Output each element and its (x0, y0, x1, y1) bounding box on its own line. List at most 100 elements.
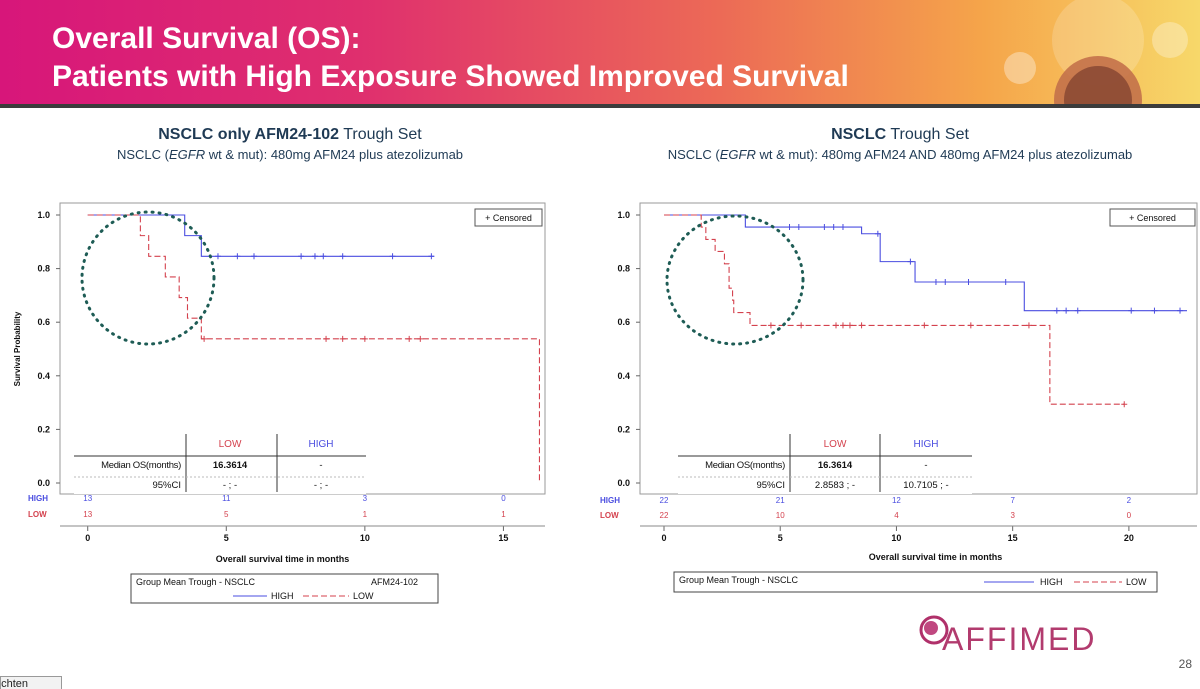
page-number: 28 (1178, 657, 1192, 671)
censored-mark-low (798, 322, 805, 329)
stats-row2-low: 2.8583 ; - (815, 480, 855, 491)
censored-mark-high (907, 258, 914, 265)
right-subtitle-italic: EGFR (719, 147, 756, 162)
censored-legend-box (474, 208, 543, 227)
legend-high-label: HIGH (271, 591, 294, 601)
left-subtitle-italic: EGFR (168, 147, 206, 162)
title-banner: Overall Survival (OS): Patients with Hig… (0, 0, 1200, 104)
x-tick-label: 15 (498, 533, 508, 543)
affimed-logo-text: AFFIMED (942, 621, 1096, 657)
right-title-bold: NSCLC (831, 126, 887, 143)
x-tick-label: 10 (360, 533, 370, 543)
legend-high-label: HIGH (1040, 577, 1063, 587)
stats-row2-low: - ; - (223, 480, 237, 491)
censored-mark-high (786, 224, 793, 231)
stats-row2-label: 95%CI (756, 480, 785, 491)
censored-mark-low (839, 322, 846, 329)
censored-mark-high (251, 253, 257, 260)
censored-mark-low (767, 322, 774, 329)
censored-mark-high (389, 253, 396, 260)
censored-mark-high (874, 230, 881, 237)
right-subtitle-pre: NSCLC ( (667, 147, 720, 162)
affimed-logo: AFFIMED (919, 615, 1096, 657)
y-tick-label: 1.0 (37, 210, 50, 220)
survival-curve-low (87, 214, 541, 483)
censored-mark-high (830, 224, 837, 231)
left-chart-subtitle: NSCLC (EGFR wt & mut): 480mg AFM24 plus … (40, 147, 540, 162)
censored-mark-high (298, 253, 305, 260)
censored-mark-low (417, 335, 424, 342)
censored-mark-high (1177, 307, 1184, 314)
x-tick-label: 10 (891, 533, 901, 543)
at-risk-count-high: 12 (892, 496, 901, 505)
stats-row1-high: - (924, 460, 927, 471)
left-title-rest: Trough Set (339, 126, 422, 143)
at-risk-count-low: 1 (363, 510, 368, 519)
x-tick-label: 0 (85, 533, 90, 543)
censored-mark-high (320, 253, 327, 260)
at-risk-count-low: 3 (1010, 511, 1015, 520)
left-km-chart: 0.0 0.2 0.4 0.6 0.8 1.0 Survival Probability 0 5… (13, 202, 546, 604)
y-tick-label: 0.8 (37, 264, 50, 274)
stats-row2-label: 95%CI (152, 480, 181, 491)
bottom-tab[interactable]: richten (0, 676, 62, 689)
censored-mark-high (234, 253, 241, 260)
censored-mark-high (1053, 307, 1060, 314)
y-tick-label: 0.0 (617, 478, 630, 488)
slide-title-line2: Patients with High Exposure Showed Impro… (52, 60, 849, 93)
censored-mark-low (406, 335, 413, 342)
censored-legend-box (1109, 208, 1196, 227)
right-subtitle-post: wt & mut): 480mg AFM24 AND 480mg AFM24 p… (755, 147, 1133, 162)
at-risk-count-low: 13 (83, 510, 92, 519)
legend-low-label: LOW (1126, 577, 1147, 587)
censored-mark-high (339, 253, 346, 260)
at-risk-count-low: 22 (660, 511, 669, 520)
group-legend-box (130, 573, 439, 604)
right-chart-subtitle: NSCLC (EGFR wt & mut): 480mg AFM24 AND 4… (600, 147, 1200, 162)
censored-mark-high (821, 224, 828, 231)
censored-mark-high (1063, 307, 1070, 314)
censored-mark-high (942, 279, 949, 285)
x-tick-label: 0 (661, 533, 666, 543)
left-title-bold: NSCLC only AFM24-102 (158, 126, 340, 143)
left-subtitle-post: wt & mut): 480mg AFM24 plus atezolizumab (205, 147, 464, 162)
left-chart-title: NSCLC only AFM24-102 Trough Set (40, 126, 540, 144)
censored-mark-low (323, 335, 330, 342)
censored-mark-high (428, 253, 435, 260)
group-legend-title: Group Mean Trough - NSCLC (679, 575, 799, 585)
at-risk-label-low: LOW (600, 511, 619, 520)
at-risk-count-high: 11 (222, 494, 231, 503)
censored-mark-high (1151, 307, 1158, 314)
at-risk-count-high: 2 (1127, 496, 1132, 505)
stats-row1-label: Median OS(months) (101, 460, 181, 471)
at-risk-label-high: HIGH (28, 494, 48, 503)
group-legend-title-right: AFM24-102 (371, 577, 418, 587)
group-legend-box (673, 571, 1158, 593)
stats-table-bg (74, 434, 366, 494)
stats-header-high: HIGH (914, 439, 939, 450)
at-risk-count-low: 10 (776, 511, 785, 520)
survival-curve-low (664, 214, 1125, 405)
y-tick-label: 0.2 (37, 424, 50, 434)
y-tick-label: 0.6 (617, 317, 630, 327)
x-axis-label: Overall survival time in months (869, 552, 1003, 562)
censored-legend-text: + Censored (1129, 213, 1176, 223)
y-tick-label: 0.2 (617, 424, 630, 434)
stats-row1-low: 16.3614 (818, 460, 853, 471)
censored-legend-text: + Censored (485, 213, 532, 223)
at-risk-count-high: 3 (363, 494, 368, 503)
right-title-rest: Trough Set (886, 126, 969, 143)
stats-header-low: LOW (824, 439, 847, 450)
stats-row2-high: - ; - (314, 480, 328, 491)
y-axis-label: Survival Probability (13, 311, 22, 386)
banner-underline (0, 104, 1200, 108)
highlight-circle (80, 210, 216, 346)
x-tick-label: 20 (1124, 533, 1134, 543)
censored-mark-low (361, 335, 368, 342)
at-risk-count-high: 22 (660, 496, 669, 505)
survival-curve-high (664, 214, 1187, 312)
at-risk-label-low: LOW (28, 510, 47, 519)
y-tick-label: 0.6 (37, 317, 50, 327)
censored-mark-high (795, 224, 802, 231)
